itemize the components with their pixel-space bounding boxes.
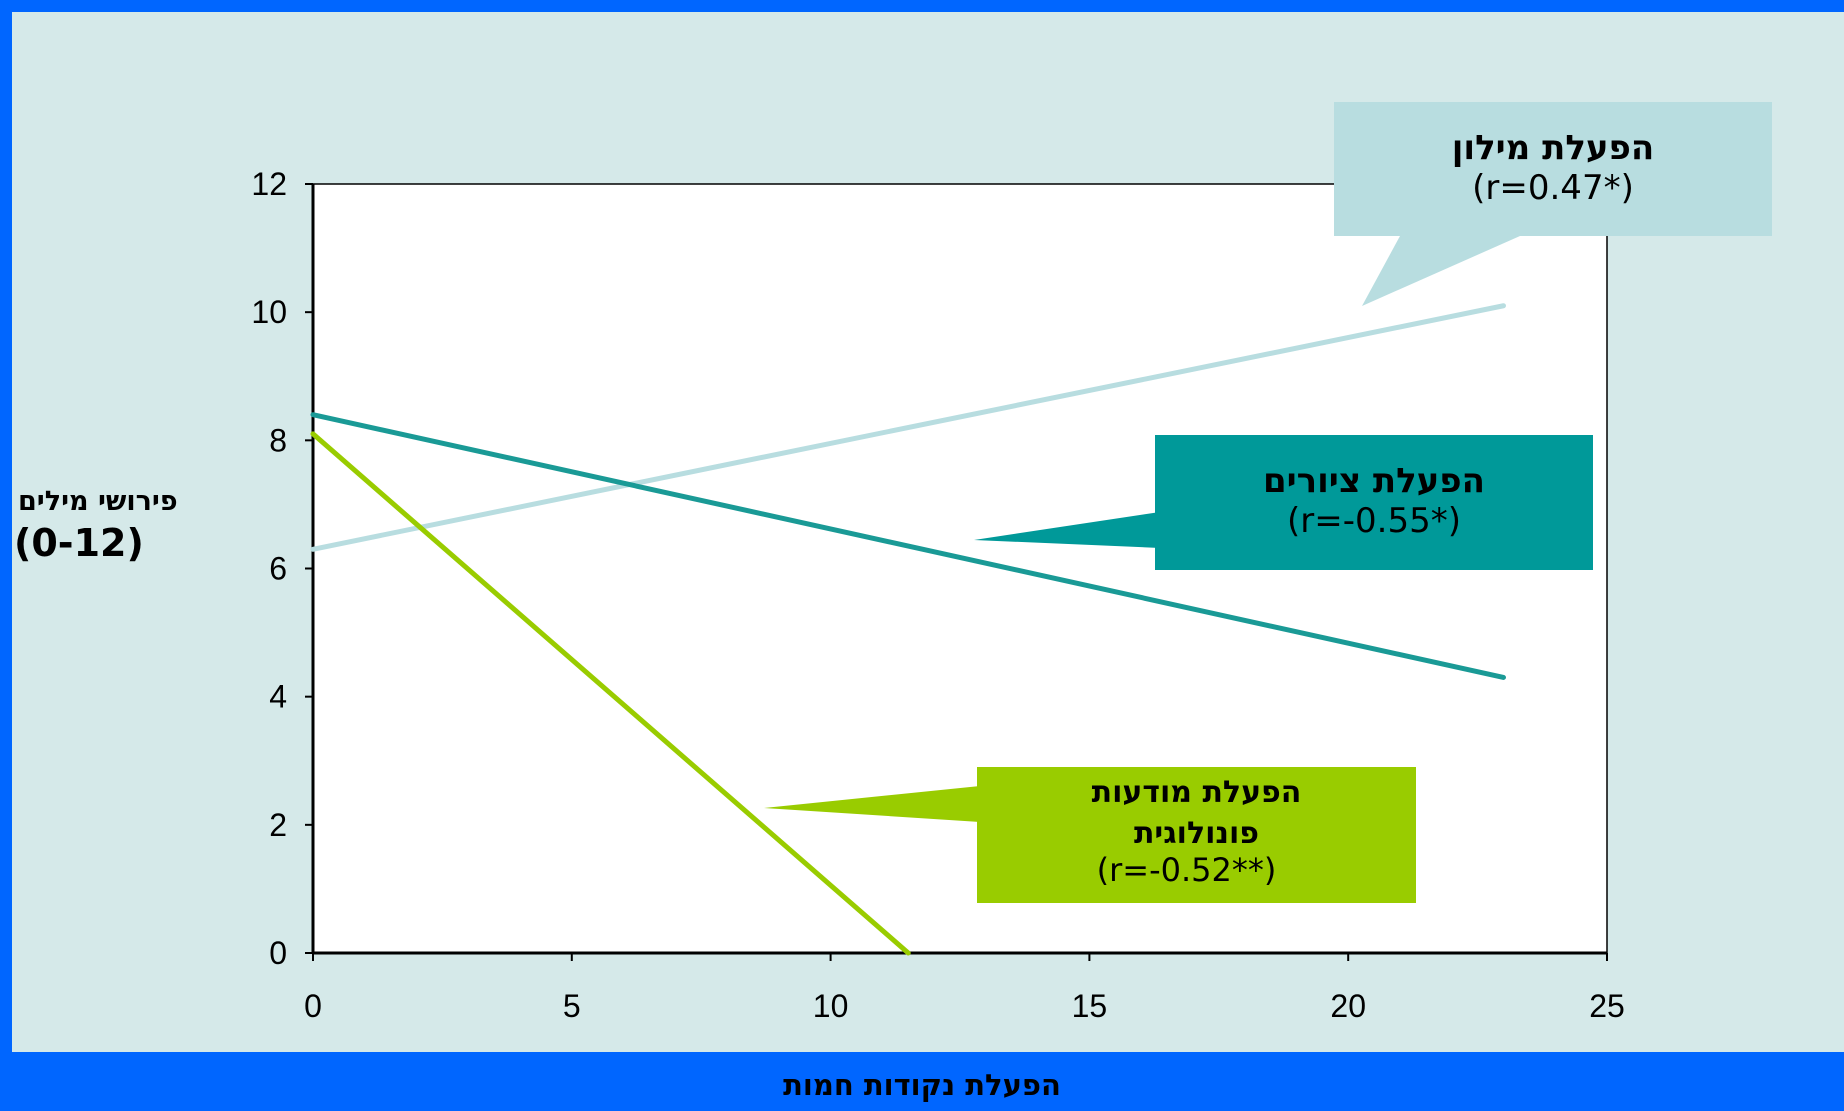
y-axis-title: פירושי מילים (0-12) (14, 486, 244, 565)
y-axis-title-line1: פירושי מילים (18, 486, 178, 517)
y-tick-label: 8 (269, 422, 287, 458)
y-tick-label: 0 (269, 935, 287, 971)
callout-pictures-corr: (r=-0.55*) (1287, 501, 1461, 541)
x-tick-label: 25 (1589, 988, 1625, 1024)
x-tick-label: 15 (1072, 988, 1108, 1024)
series-line-phonological (310, 431, 911, 956)
callout-pictures-name: הפעלת ציורים (1262, 461, 1486, 501)
y-tick-label: 12 (251, 166, 287, 202)
callout-phonological-corr: (r=-0.52**) (1096, 851, 1277, 889)
callout-pictures: הפעלת ציורים (r=-0.55*) (1155, 435, 1593, 570)
y-tick-label: 4 (269, 679, 287, 715)
callout-dictionary: הפעלת מילון (r=0.47*) (1334, 102, 1772, 236)
y-tick-label: 2 (269, 807, 287, 843)
x-tick-label: 20 (1330, 988, 1366, 1024)
callout-dictionary-pointer (1362, 236, 1520, 306)
y-tick-label: 6 (269, 551, 287, 587)
callout-dictionary-name: הפעלת מילון (1451, 128, 1655, 168)
series-line-dictionary (310, 303, 1506, 552)
y-tick-label: 10 (251, 294, 287, 330)
x-tick-label: 10 (813, 988, 849, 1024)
x-axis-title: הפעלת נקודות חמות (783, 1068, 1061, 1102)
callout-phonological-name-line1: הפעלת מודעות (1091, 775, 1302, 810)
x-tick-label: 5 (563, 988, 581, 1024)
callout-dictionary-corr: (r=0.47*) (1472, 168, 1634, 208)
callout-phonological-pointer (764, 786, 980, 822)
callout-phonological: הפעלת מודעות פונולוגית (r=-0.52**) (977, 767, 1416, 903)
series-line-pictures (310, 412, 1506, 680)
callout-pictures-pointer (974, 512, 1160, 548)
x-tick-label: 0 (304, 988, 322, 1024)
callout-phonological-name-line2: פונולוגית (1133, 816, 1260, 851)
y-axis-title-line2: (0-12) (14, 521, 144, 565)
